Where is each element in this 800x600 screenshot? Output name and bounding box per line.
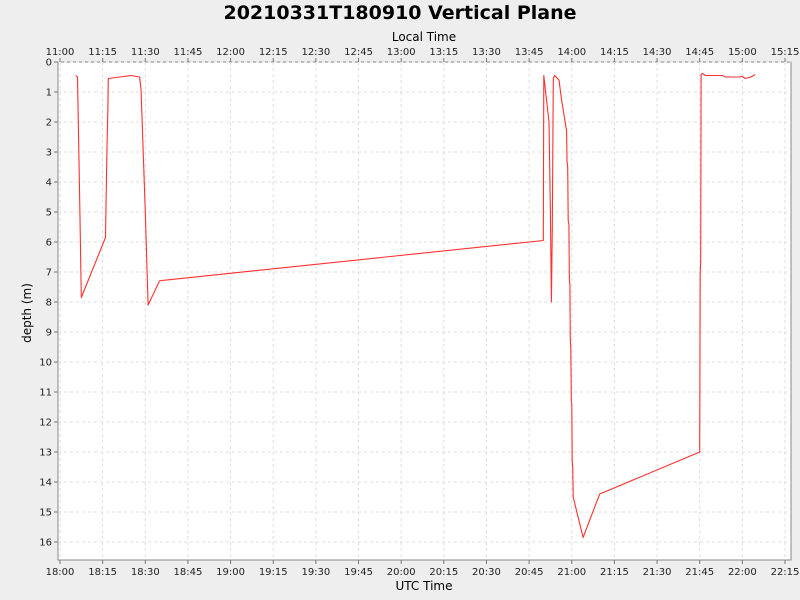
x-tick-label-utc: 19:45: [344, 567, 373, 578]
x-tick-label-local: 12:45: [344, 47, 373, 58]
x-tick-label-local: 15:00: [728, 47, 757, 58]
x-tick-label-utc: 21:45: [685, 567, 714, 578]
x-tick-label-utc: 19:15: [259, 567, 288, 578]
x-tick-label-local: 12:30: [301, 47, 330, 58]
x-tick-label-local: 14:45: [685, 47, 714, 58]
x-tick-label-utc: 19:30: [301, 567, 330, 578]
x-tick-label-utc: 20:30: [472, 567, 501, 578]
top-axis-title: Local Time: [392, 30, 456, 44]
x-tick-label-local: 11:15: [88, 47, 117, 58]
x-tick-label-local: 13:00: [387, 47, 416, 58]
x-tick-label-local: 11:30: [131, 47, 160, 58]
bottom-axis: 18:00 18:15 18:30 18:45 19:00 19:15 19:30 19:45…: [46, 560, 800, 578]
x-tick-label-local: 13:15: [429, 47, 458, 58]
x-tick-label-local: 13:30: [472, 47, 501, 58]
y-tick-label: 2: [46, 118, 52, 129]
x-tick-label-utc: 21:00: [557, 567, 586, 578]
y-tick-label: 13: [39, 448, 52, 459]
x-tick-label-utc: 18:45: [174, 567, 203, 578]
y-tick-label: 15: [39, 508, 52, 519]
x-tick-label-utc: 21:30: [643, 567, 672, 578]
y-tick-label: 14: [39, 478, 52, 489]
x-tick-label-utc: 18:30: [131, 567, 160, 578]
x-tick-label-utc: 22:00: [728, 567, 757, 578]
y-tick-label: 8: [46, 298, 52, 309]
y-tick-label: 3: [46, 148, 52, 159]
x-tick-label-local: 11:45: [174, 47, 203, 58]
y-tick-label: 6: [46, 238, 52, 249]
plot-area: [57, 61, 792, 561]
y-tick-label: 5: [46, 208, 52, 219]
y-tick-label: 0: [46, 58, 52, 69]
x-tick-label-local: 14:30: [643, 47, 672, 58]
x-tick-label-utc: 20:45: [515, 567, 544, 578]
x-tick-label-local: 14:00: [557, 47, 586, 58]
x-tick-label-local: 14:15: [600, 47, 629, 58]
y-tick-label: 1: [46, 88, 52, 99]
x-tick-label-utc: 22:15: [771, 567, 800, 578]
top-axis: 11:00 11:15 11:30 11:45 12:00 12:15 12:30 12:45…: [46, 47, 800, 62]
x-tick-label-utc: 19:00: [216, 567, 245, 578]
chart-title: 20210331T180910 Vertical Plane: [223, 2, 576, 24]
x-tick-label-utc: 20:15: [429, 567, 458, 578]
y-tick-label: 11: [39, 388, 52, 399]
x-tick-label-utc: 20:00: [387, 567, 416, 578]
x-tick-label-utc: 21:15: [600, 567, 629, 578]
depth-series-line: [75, 72, 756, 539]
y-tick-label: 16: [39, 538, 52, 549]
x-tick-label-local: 12:15: [259, 47, 288, 58]
y-tick-label: 9: [46, 328, 52, 339]
x-tick-label-local: 13:45: [515, 47, 544, 58]
series-layer: [75, 72, 756, 539]
y-tick-label: 4: [46, 178, 52, 189]
bottom-axis-title: UTC Time: [396, 579, 453, 593]
x-tick-label-local: 11:00: [46, 47, 75, 58]
x-tick-label-local: 15:15: [771, 47, 800, 58]
x-tick-label-utc: 18:15: [88, 567, 117, 578]
y-tick-label: 10: [39, 358, 52, 369]
x-tick-label-utc: 18:00: [46, 567, 75, 578]
y-axis-title: depth (m): [20, 283, 34, 343]
y-tick-label: 7: [46, 268, 52, 279]
y-tick-label: 12: [39, 418, 52, 429]
x-tick-label-local: 12:00: [216, 47, 245, 58]
